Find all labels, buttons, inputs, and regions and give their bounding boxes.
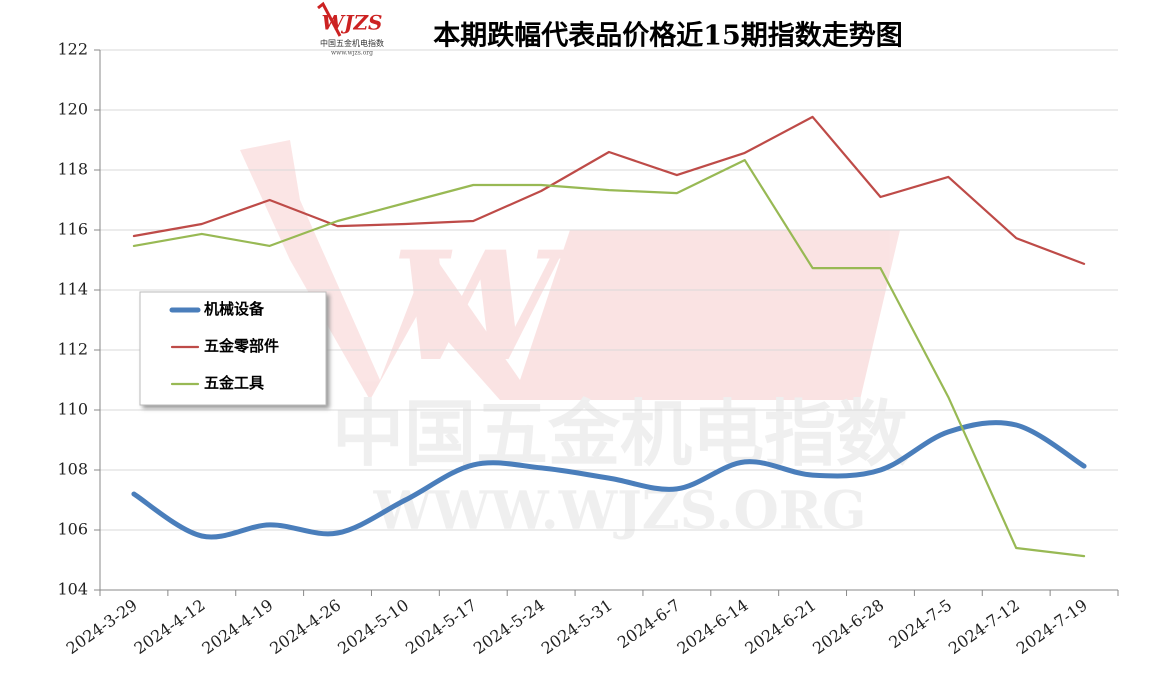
- x-tick-label: 2024-7-19: [1013, 595, 1091, 658]
- x-tick-label: 2024-5-10: [334, 595, 412, 658]
- y-tick-label: 108: [57, 460, 88, 479]
- logo-arrow: [317, 1, 342, 37]
- y-tick-label: 116: [57, 220, 88, 239]
- y-tick-label: 120: [57, 100, 88, 119]
- x-tick-label: 2024-6-21: [741, 595, 819, 658]
- y-tick-label: 112: [57, 340, 88, 359]
- x-tick-label: 2024-6-28: [809, 595, 887, 658]
- watermark: 中国五金机电指数 WWW.WJZS.ORG WJZS: [240, 140, 908, 542]
- x-tick-label: 2024-4-26: [266, 595, 344, 658]
- x-tick-label: 2024-7-12: [945, 595, 1023, 658]
- legend-label: 五金零部件: [204, 337, 279, 355]
- logo-mark: WJZS: [322, 11, 383, 35]
- watermark-name: 中国五金机电指数: [332, 391, 908, 476]
- watermark-mark: WJZS: [391, 219, 848, 395]
- watermark-shape: [240, 140, 900, 400]
- legend-label: 五金工具: [204, 374, 264, 392]
- x-tick-label: 2024-4-12: [131, 595, 209, 658]
- chart-title: 本期跌幅代表品价格近15期指数走势图: [433, 21, 903, 52]
- y-tick-label: 106: [57, 520, 88, 539]
- series-line: [131, 420, 1087, 540]
- logo-site: www.wjzs.org: [331, 50, 373, 57]
- y-tick-label: 114: [57, 280, 88, 299]
- x-tick-label: 2024-4-19: [198, 595, 276, 658]
- x-tick-label: 2024-6-14: [673, 595, 751, 658]
- logo-name: 中国五金机电指数: [320, 38, 384, 48]
- x-tick-label: 2024-5-17: [402, 595, 480, 658]
- y-tick-label: 104: [57, 580, 88, 599]
- series-line: [132, 159, 1086, 558]
- x-tick-label: 2024-5-24: [470, 595, 548, 658]
- legend-label: 机械设备: [204, 300, 265, 318]
- y-tick-label: 118: [57, 160, 88, 179]
- logo: WJZS 中国五金机电指数 www.wjzs.org: [317, 1, 384, 57]
- watermark-site: WWW.WJZS.ORG: [373, 481, 867, 542]
- y-tick-label: 122: [57, 40, 88, 59]
- x-tick-label: 2024-5-31: [538, 595, 616, 658]
- y-tick-label: 110: [57, 400, 88, 419]
- x-tick-label: 2024-3-29: [63, 595, 141, 658]
- series-line: [132, 115, 1086, 265]
